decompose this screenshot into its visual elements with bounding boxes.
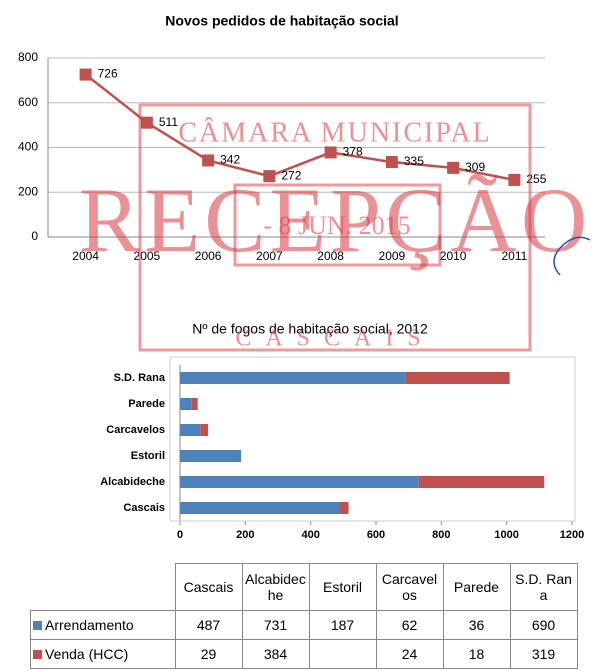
stamp-text: CÂMARA MUNICIPAL	[178, 117, 491, 148]
chart-title: Nº de fogos de habitação social, 2012	[192, 321, 428, 337]
data-label: 511	[159, 115, 178, 129]
marker	[79, 68, 92, 81]
legend-label: Venda (HCC)	[45, 646, 129, 662]
line	[84, 73, 515, 182]
bar-segment	[180, 372, 406, 384]
stamp-text: RECEPÇÃO	[79, 169, 592, 271]
table-corner	[30, 563, 176, 611]
stamp: CÂMARA MUNICIPAL RECEPÇÃO- 8 JUN. 2015 CAS…	[79, 103, 592, 352]
x-tick-label: 2009	[379, 249, 406, 263]
x-tick-label: 2010	[440, 249, 467, 263]
data-label: 378	[343, 145, 363, 159]
y-tick-label: S.D. Rana	[114, 372, 166, 384]
x-tick-label: 800	[432, 529, 450, 541]
plot-frame	[169, 356, 576, 522]
table-cell: 62	[375, 610, 444, 640]
y-tick-label: Parede	[128, 398, 165, 410]
bar-segment	[180, 398, 192, 410]
stamp-frame	[138, 103, 532, 352]
bar-segment	[418, 476, 545, 488]
y-tick-label: 200	[18, 184, 38, 198]
marker	[263, 170, 276, 183]
legend-swatch	[33, 621, 42, 630]
table-cell: 690	[509, 610, 578, 640]
y-tick-label: 400	[18, 140, 38, 154]
y-tick-label: Carcavelos	[106, 424, 165, 436]
table-cell: 731	[241, 610, 310, 640]
x-tick-label: 600	[367, 529, 385, 541]
table-header-row: Cascais Alcabideche Estoril Carcavelos Pared…	[30, 563, 578, 611]
table-cell: 18	[442, 639, 511, 669]
bar-segment	[405, 372, 510, 384]
marker	[202, 154, 215, 167]
data-label: 335	[404, 154, 424, 168]
y-tick-label: 800	[18, 50, 38, 64]
data-label: 342	[220, 153, 240, 167]
table-cell: 384	[241, 639, 310, 669]
table-header: Carcavelos	[375, 563, 444, 611]
stamp-date-box	[233, 183, 442, 267]
x-tick-label: 400	[301, 529, 319, 541]
x-tick-label: 2007	[256, 249, 283, 263]
marker	[385, 156, 398, 169]
chart-title: Novos pedidos de habitação social	[165, 13, 398, 29]
x-tick-label: 0	[177, 529, 183, 541]
table-row: Venda (HCC) 29 384 24 18 319	[30, 639, 578, 669]
legend-cell: Arrendamento	[30, 610, 176, 640]
y-tick-label: Alcabideche	[100, 476, 165, 488]
legend-cell: Venda (HCC)	[30, 639, 176, 669]
table-cell: 29	[174, 639, 243, 669]
marker	[508, 173, 521, 186]
data-label: 309	[465, 160, 485, 174]
table-header: Parede	[442, 563, 511, 611]
table-cell: 187	[308, 610, 377, 640]
data-label: 726	[98, 67, 118, 81]
y-tick-label: 0	[31, 229, 38, 243]
bar-segment	[180, 502, 340, 514]
y-tick-label: Cascais	[123, 502, 165, 514]
x-tick-label: 2006	[195, 249, 222, 263]
table-cell: 36	[442, 610, 511, 640]
table-cell: 24	[375, 639, 444, 669]
table-cell: 319	[509, 639, 578, 669]
bar-segment	[180, 476, 419, 488]
legend-swatch	[33, 650, 42, 659]
bar-segment	[180, 424, 201, 436]
table-header: Cascais	[174, 563, 243, 611]
bar-segment	[339, 502, 349, 514]
data-label: 272	[281, 168, 301, 182]
table-cell: 487	[174, 610, 243, 640]
x-tick-label: 2004	[72, 249, 99, 263]
table-header: S.D. Rana	[509, 563, 578, 611]
y-tick-label: Estoril	[131, 450, 165, 462]
x-tick-label: 2008	[317, 249, 344, 263]
legend-label: Arrendamento	[45, 617, 134, 633]
marker	[447, 161, 460, 174]
marker	[324, 146, 337, 159]
bar-segment	[200, 424, 209, 436]
data-table: Cascais Alcabideche Estoril Carcavelos Pared…	[30, 563, 578, 669]
table-header: Estoril	[308, 563, 377, 611]
bar-segment	[191, 398, 198, 410]
table-header: Alcabideche	[241, 563, 310, 611]
marker	[140, 116, 153, 129]
x-tick-label: 200	[236, 529, 254, 541]
x-tick-label: 2011	[501, 249, 527, 263]
y-tick-label: 600	[18, 95, 38, 109]
stamp-text: CASCAIS	[235, 326, 434, 352]
handwriting	[553, 236, 591, 276]
stamp-text: - 8 JUN. 2015	[263, 211, 410, 240]
table-cell	[308, 639, 377, 669]
bar-segment	[180, 450, 242, 462]
x-tick-label: 1000	[494, 529, 518, 541]
x-tick-label: 1200	[560, 529, 584, 541]
table-row: Arrendamento 487 731 187 62 36 690	[30, 610, 578, 640]
